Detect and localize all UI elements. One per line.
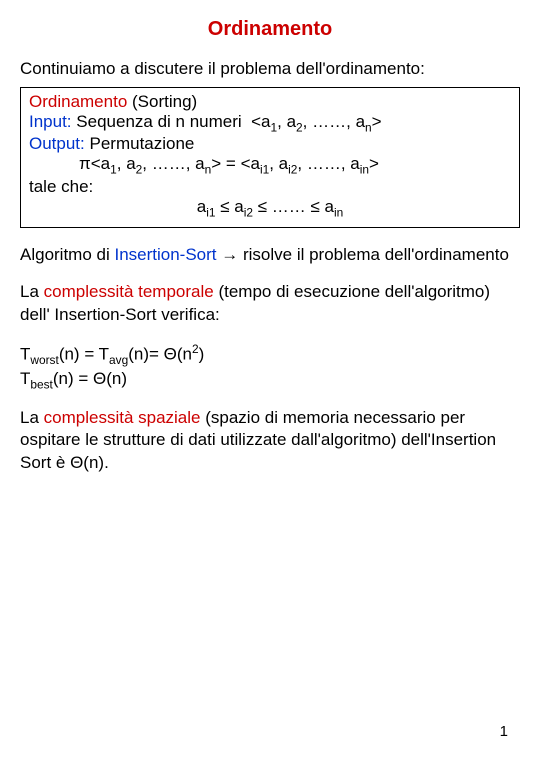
label-input: Input: <box>29 112 72 131</box>
eq-tbest: Tbest(n) = Θ(n) <box>20 368 520 392</box>
perm-sub-in: in <box>360 163 369 177</box>
term-sorting: (Sorting) <box>132 92 197 111</box>
perm-sub-i1: i1 <box>260 163 269 177</box>
eq1-close: ) <box>199 345 205 364</box>
sub-2: 2 <box>296 120 303 134</box>
seq-a2: , a <box>277 112 296 131</box>
p2-term: complessità temporale <box>44 282 214 301</box>
page-title: Ordinamento <box>20 18 520 41</box>
eq1-t: T <box>20 345 30 364</box>
p3-pre: La <box>20 408 44 427</box>
equations: Tworst(n) = Tavg(n)= Θ(n2) Tbest(n) = Θ(… <box>20 341 520 393</box>
ord-le-ai2: ≤ a <box>215 197 243 216</box>
ord-sub-i2: i2 <box>244 205 253 219</box>
box-line-4: π<a1, a2, ……, an> = <ai1, ai2, ……, ain> <box>29 154 511 176</box>
eq1-theta: (n)= Θ(n <box>128 345 192 364</box>
p1-post: → risolve il problema dell'ordinamento <box>217 245 509 264</box>
p1-pre: Algoritmo di <box>20 245 114 264</box>
box-line-3: Output: Permutazione <box>29 134 511 154</box>
output-desc: Permutazione <box>90 134 195 153</box>
perm-close: > <box>369 154 379 173</box>
eq2-rest: (n) = Θ(n) <box>53 369 127 388</box>
intro-text: Continuiamo a discutere il problema dell… <box>20 59 520 79</box>
eq1-sub-worst: worst <box>30 353 58 367</box>
seq-close: > <box>372 112 382 131</box>
label-output: Output: <box>29 134 85 153</box>
seq-open: <a <box>251 112 270 131</box>
term-ordinamento: Ordinamento <box>29 92 127 111</box>
box-line-1: Ordinamento (Sorting) <box>29 92 511 112</box>
eq1-mid: (n) = T <box>59 345 109 364</box>
eq1-sub-avg: avg <box>109 353 128 367</box>
perm-dots: , ……, a <box>142 154 204 173</box>
ord-sub-in: in <box>334 205 343 219</box>
perm-a2: , a <box>117 154 136 173</box>
definition-box: Ordinamento (Sorting) Input: Sequenza di… <box>20 87 520 228</box>
eq2-t: T <box>20 369 30 388</box>
eq-tworst: Tworst(n) = Tavg(n)= Θ(n2) <box>20 341 520 368</box>
paragraph-spatial: La complessità spaziale (spazio di memor… <box>20 407 520 476</box>
ord-ai1: a <box>197 197 206 216</box>
sub-n: n <box>365 120 372 134</box>
perm-ai2: , a <box>269 154 288 173</box>
page-number: 1 <box>500 723 508 740</box>
eq2-sub-best: best <box>30 377 52 391</box>
p1-term: Insertion-Sort <box>114 245 216 264</box>
input-desc: Sequenza di n numeri <box>76 112 241 131</box>
perm-a1: π<a <box>79 154 110 173</box>
box-line-6: ai1 ≤ ai2 ≤ …… ≤ ain <box>29 197 511 219</box>
perm-dots2: , ……, a <box>297 154 359 173</box>
perm-sub-i2: i2 <box>288 163 297 177</box>
perm-sub-1: 1 <box>110 163 117 177</box>
seq-dots: , ……, a <box>303 112 365 131</box>
p3-term: complessità spaziale <box>44 408 201 427</box>
box-line-5: tale che: <box>29 177 511 197</box>
box-line-2: Input: Sequenza di n numeri <a1, a2, ……,… <box>29 112 511 134</box>
p2-pre: La <box>20 282 44 301</box>
paragraph-temporal: La complessità temporale (tempo di esecu… <box>20 281 520 327</box>
ord-le-ain: ≤ …… ≤ a <box>253 197 334 216</box>
perm-eq: > = <a <box>211 154 260 173</box>
paragraph-insertion-sort: Algoritmo di Insertion-Sort → risolve il… <box>20 244 520 267</box>
eq1-sup-2: 2 <box>192 342 199 356</box>
